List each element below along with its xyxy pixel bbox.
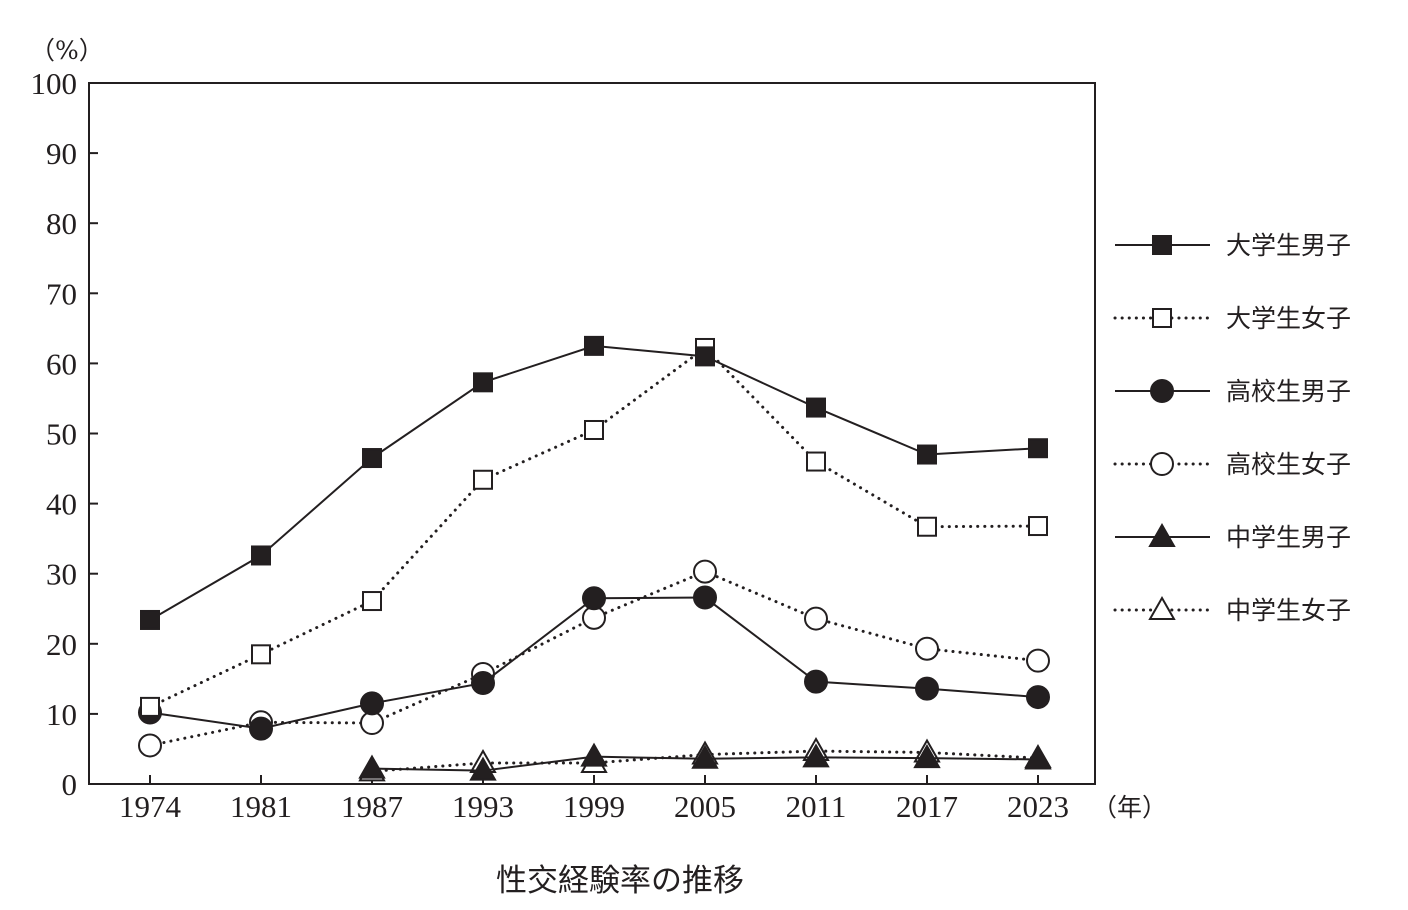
data-point bbox=[691, 744, 719, 769]
data-point bbox=[915, 676, 939, 701]
data-point bbox=[584, 419, 604, 440]
legend-marker bbox=[1152, 308, 1172, 328]
data-point bbox=[1024, 745, 1052, 770]
data-point bbox=[584, 335, 604, 356]
data-point bbox=[469, 756, 497, 781]
y-tick-label: 40 bbox=[46, 487, 77, 522]
data-point bbox=[917, 444, 937, 465]
data-point bbox=[693, 559, 717, 584]
data-point bbox=[1028, 438, 1048, 459]
data-point bbox=[140, 609, 160, 630]
legend-item: 大学生男子 bbox=[1115, 231, 1351, 260]
legend-marker bbox=[1150, 452, 1174, 476]
data-point bbox=[251, 644, 271, 665]
x-tick-label: 2005 bbox=[674, 789, 736, 824]
data-point bbox=[473, 372, 493, 393]
data-point bbox=[582, 586, 606, 611]
x-tick-label: 1993 bbox=[452, 789, 514, 824]
x-unit-label: （年） bbox=[1092, 793, 1167, 822]
legend-label: 中学生女子 bbox=[1226, 596, 1351, 625]
data-point bbox=[1026, 648, 1050, 673]
data-point bbox=[362, 591, 382, 612]
y-tick-label: 70 bbox=[46, 276, 77, 311]
y-tick-label: 60 bbox=[46, 346, 77, 381]
data-point bbox=[695, 346, 715, 367]
x-tick-label: 1987 bbox=[341, 789, 403, 824]
data-point bbox=[804, 606, 828, 631]
data-point bbox=[471, 671, 495, 696]
series-中学生男子 bbox=[358, 742, 1052, 781]
y-tick-label: 30 bbox=[46, 557, 77, 592]
legend-item: 中学生女子 bbox=[1113, 595, 1351, 625]
data-point bbox=[802, 743, 830, 768]
legend-marker bbox=[1150, 379, 1174, 403]
y-tick-label: 50 bbox=[46, 417, 77, 452]
data-point bbox=[251, 545, 271, 566]
data-point bbox=[360, 691, 384, 716]
legend-label: 高校生女子 bbox=[1226, 450, 1351, 479]
series-line bbox=[149, 344, 1039, 621]
legend-item: 大学生女子 bbox=[1113, 304, 1351, 333]
chart-caption: 性交経験率の推移 bbox=[496, 863, 744, 899]
y-tick-label: 90 bbox=[46, 136, 77, 171]
data-point bbox=[1028, 516, 1048, 537]
data-point bbox=[249, 716, 273, 741]
data-point bbox=[138, 733, 162, 758]
y-tick-label: 100 bbox=[31, 66, 78, 101]
data-point bbox=[804, 669, 828, 694]
y-unit-label: （%） bbox=[30, 36, 104, 65]
y-tick-label: 10 bbox=[46, 697, 77, 732]
x-tick-label: 2017 bbox=[896, 789, 958, 824]
x-tick-label: 1999 bbox=[563, 789, 625, 824]
x-tick-label: 2023 bbox=[1007, 789, 1069, 824]
legend-label: 大学生男子 bbox=[1226, 231, 1351, 260]
series-高校生男子 bbox=[138, 585, 1050, 741]
legend-marker bbox=[1148, 522, 1176, 547]
data-point bbox=[358, 754, 386, 779]
data-point bbox=[806, 451, 826, 472]
y-tick-label: 20 bbox=[46, 627, 77, 662]
legend-item: 中学生男子 bbox=[1115, 522, 1351, 552]
legend-label: 大学生女子 bbox=[1226, 304, 1351, 333]
series-大学生女子 bbox=[140, 337, 1048, 717]
data-point bbox=[580, 742, 608, 767]
data-point bbox=[693, 585, 717, 610]
data-point bbox=[806, 397, 826, 418]
x-tick-label: 2011 bbox=[786, 789, 847, 824]
y-tick-label: 80 bbox=[46, 206, 77, 241]
y-tick-label: 0 bbox=[62, 767, 78, 802]
data-point bbox=[140, 696, 160, 717]
series-line bbox=[148, 345, 1040, 709]
legend-marker bbox=[1152, 235, 1172, 255]
data-point bbox=[913, 744, 941, 769]
legend-marker bbox=[1148, 595, 1176, 620]
data-point bbox=[473, 469, 493, 490]
legend-label: 中学生男子 bbox=[1226, 523, 1351, 552]
data-point bbox=[362, 448, 382, 469]
x-tick-label: 1981 bbox=[230, 789, 292, 824]
data-point bbox=[915, 636, 939, 661]
legend-label: 高校生男子 bbox=[1226, 377, 1351, 406]
legend-item: 高校生女子 bbox=[1113, 450, 1351, 479]
data-point bbox=[1026, 685, 1050, 710]
data-point bbox=[917, 516, 937, 537]
legend-item: 高校生男子 bbox=[1115, 377, 1351, 406]
x-tick-label: 1974 bbox=[119, 789, 182, 824]
series-大学生男子 bbox=[140, 335, 1048, 630]
